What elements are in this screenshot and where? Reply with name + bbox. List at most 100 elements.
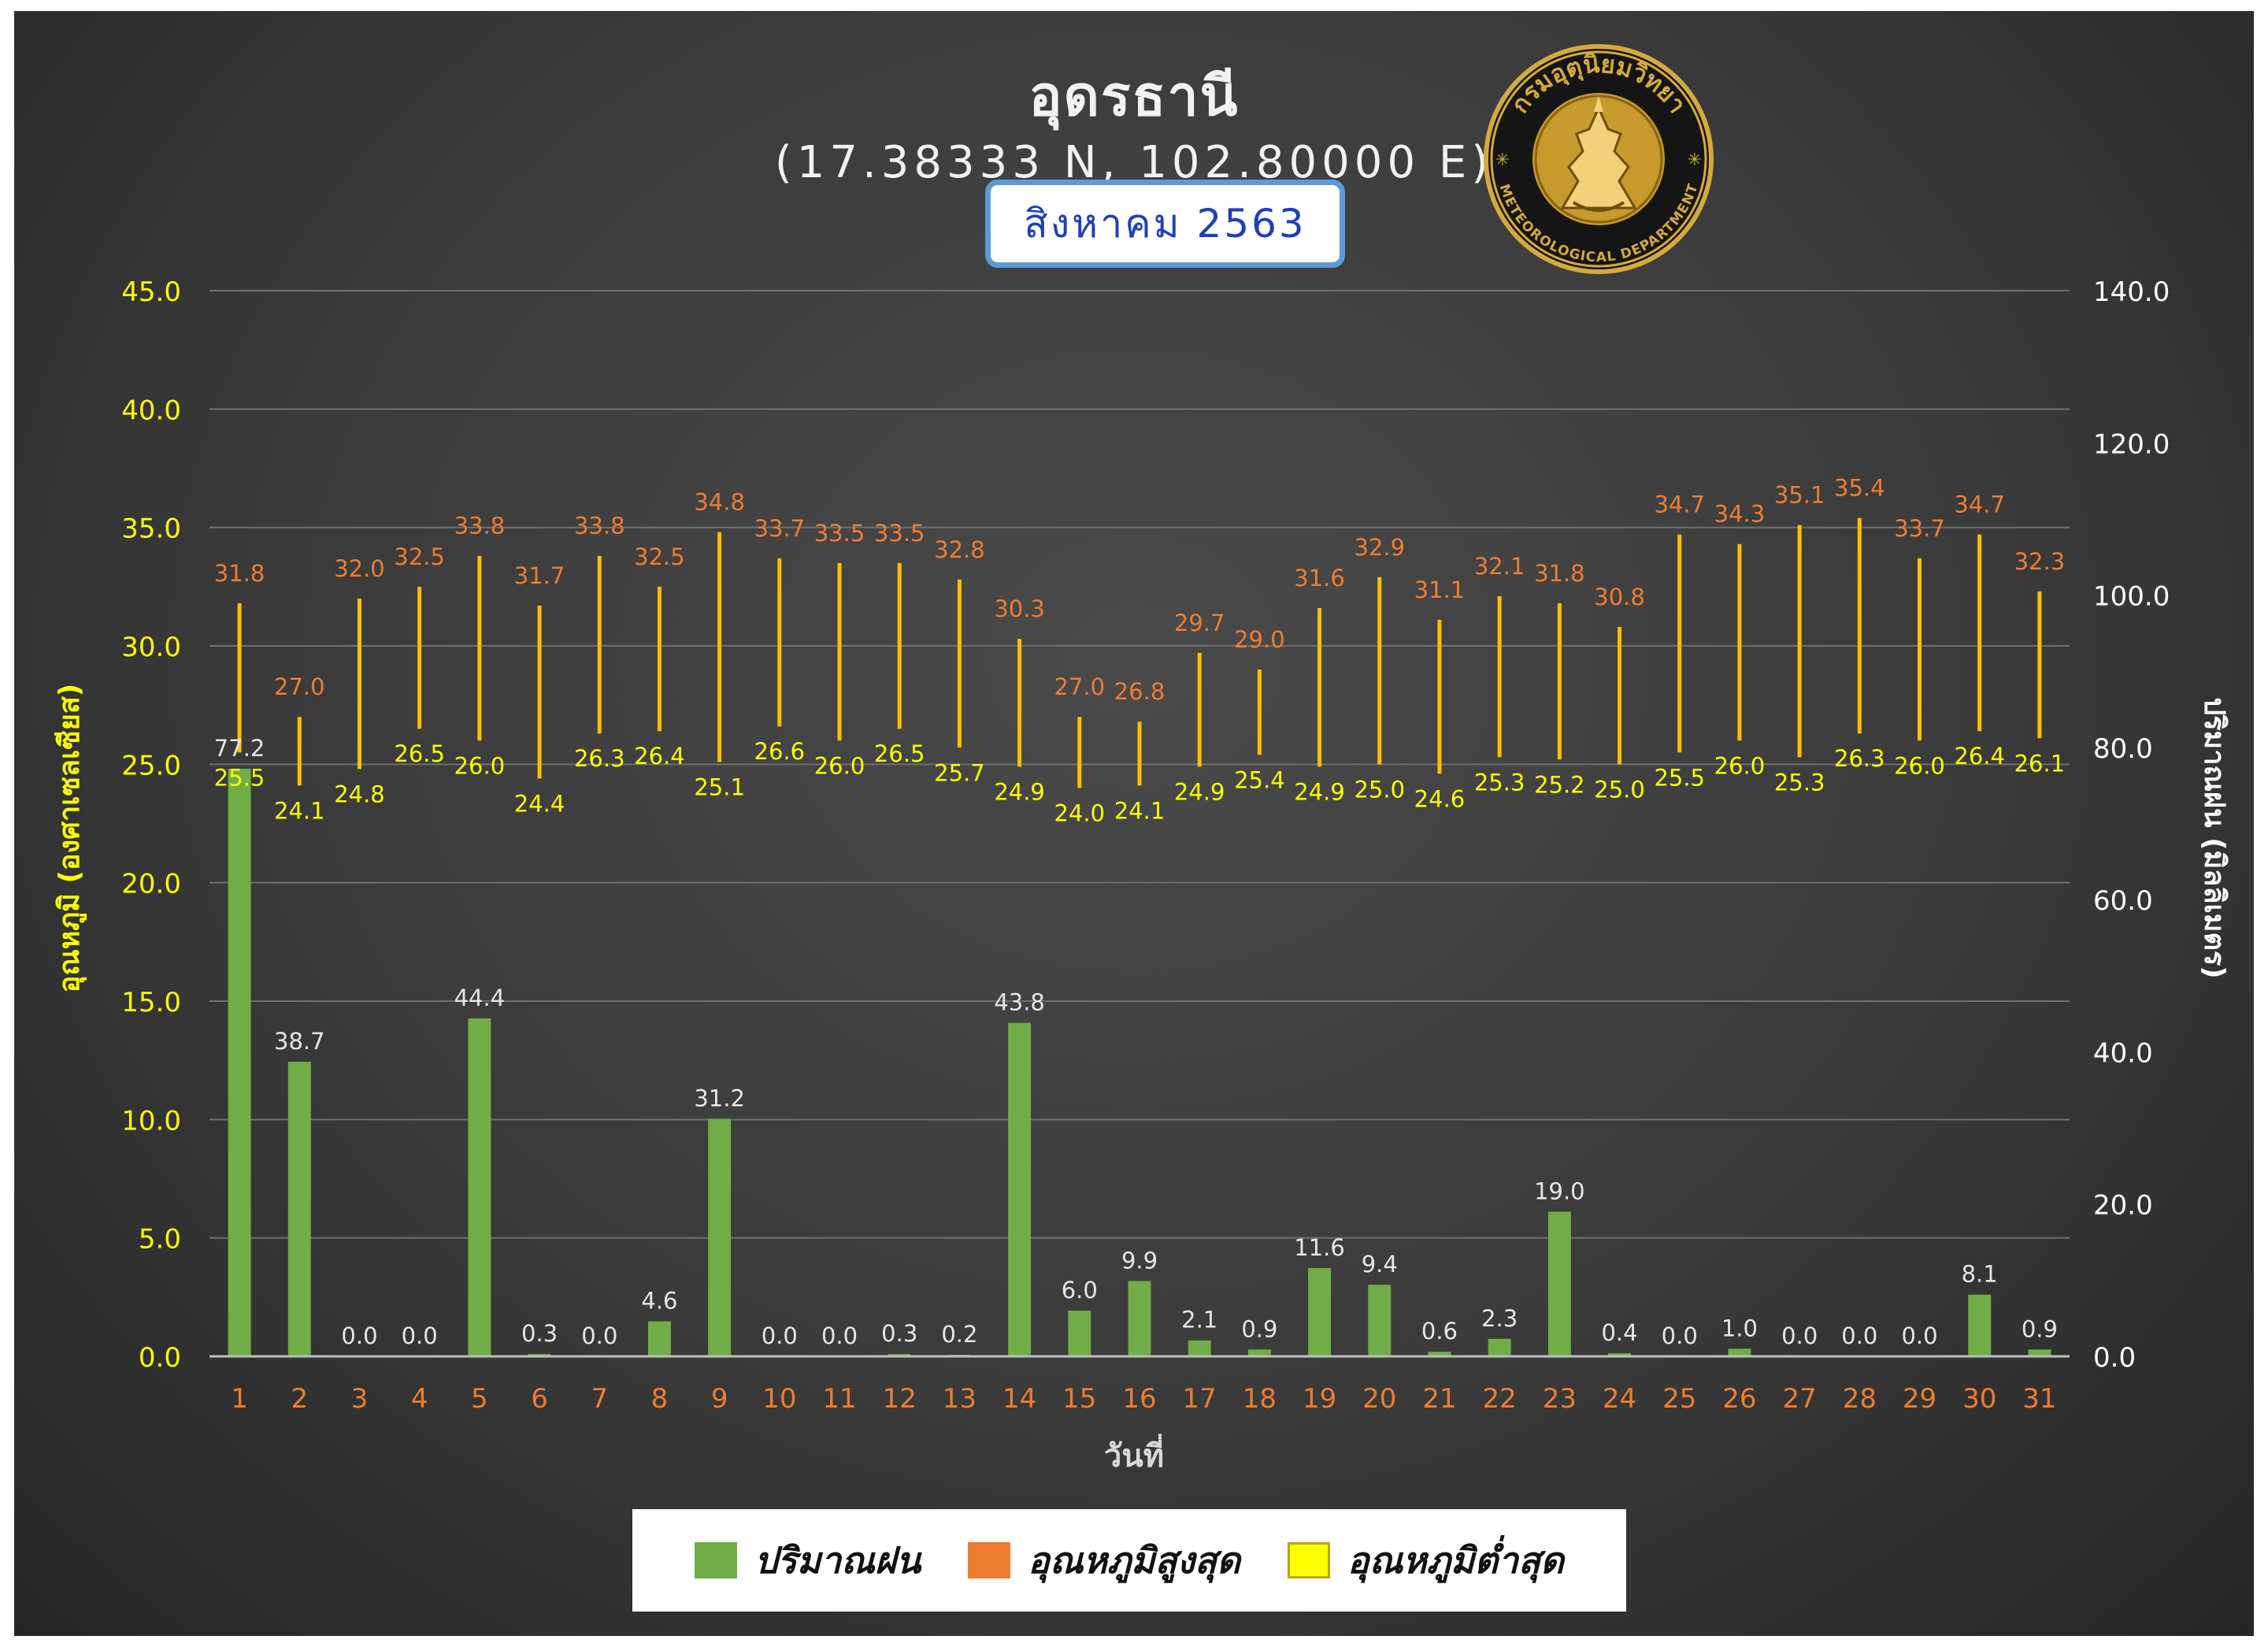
day-tick-label: 8 [651, 1383, 669, 1415]
rain-bar [1428, 1352, 1451, 1356]
day-tick-label: 26 [1722, 1383, 1756, 1415]
left-tick-label: 35.0 [121, 514, 181, 545]
tmax-value-label: 34.3 [1714, 501, 1766, 528]
tmin-value-label: 26.4 [634, 743, 685, 770]
tmin-value-label: 26.3 [1834, 745, 1885, 772]
day-tick-label: 13 [943, 1383, 976, 1415]
rain-value-label: 77.2 [214, 735, 265, 762]
tmax-value-label: 33.7 [754, 515, 806, 542]
right-tick-label: 40.0 [2093, 1037, 2153, 1069]
day-tick-label: 2 [291, 1383, 308, 1415]
svg-text:✳: ✳ [1495, 150, 1510, 170]
rain-value-label: 0.0 [821, 1322, 858, 1349]
rain-value-label: 0.0 [1662, 1322, 1698, 1349]
chart-frame: อุดรธานี (17.38333 N, 102.80000 E) สิงหา… [14, 11, 2254, 1636]
right-tick-label: 0.0 [2093, 1342, 2136, 1374]
right-tick-label: 140.0 [2093, 276, 2170, 308]
rain-value-label: 1.0 [1721, 1315, 1758, 1341]
tmax-value-label: 34.8 [694, 489, 745, 516]
day-tick-label: 7 [591, 1383, 608, 1415]
rain-bar [1068, 1311, 1091, 1356]
tmin-value-label: 26.4 [1954, 743, 2005, 770]
day-tick-label: 10 [762, 1383, 796, 1415]
tmin-value-label: 26.5 [394, 740, 445, 767]
rain-value-label: 0.9 [1241, 1315, 1277, 1342]
right-tick-label: 80.0 [2093, 733, 2153, 765]
day-tick-label: 15 [1062, 1383, 1096, 1415]
left-tick-label: 15.0 [121, 987, 181, 1018]
day-tick-label: 31 [2022, 1383, 2056, 1415]
day-tick-label: 30 [1962, 1383, 1996, 1415]
tmin-value-label: 26.1 [2014, 750, 2066, 777]
tmin-value-label: 24.9 [1174, 778, 1225, 805]
tmin-value-label: 26.5 [874, 740, 925, 767]
tmax-value-label: 35.4 [1834, 475, 1885, 502]
tmin-value-label: 25.0 [1354, 776, 1405, 803]
rain-value-label: 0.3 [521, 1320, 558, 1347]
rain-value-label: 38.7 [274, 1028, 325, 1055]
combo-chart: 0.05.010.015.020.025.030.035.040.045.0 0… [54, 276, 2230, 1475]
day-tick-label: 20 [1362, 1383, 1396, 1415]
rain-value-label: 0.3 [881, 1320, 917, 1347]
tmin-value-label: 24.8 [334, 781, 385, 807]
rain-bar [1188, 1340, 1211, 1356]
meteorological-department-logo: กรมอุตุนิยมวิทยา METEOROLOGICAL DEPARTME… [1484, 44, 1714, 274]
rain-value-label: 43.8 [994, 989, 1045, 1016]
tmax-value-label: 29.7 [1174, 610, 1225, 636]
tmax-value-label: 32.1 [1474, 553, 1525, 580]
left-tick-label: 25.0 [121, 750, 181, 781]
tmin-value-label: 24.6 [1414, 785, 1466, 812]
rain-bar [1728, 1348, 1751, 1356]
day-tick-label: 3 [351, 1383, 369, 1415]
rain-value-label: 11.6 [1294, 1234, 1345, 1261]
legend-label-tmin: อุณหภูมิต่ำสุด [1347, 1538, 1564, 1582]
tmin-value-label: 24.9 [994, 778, 1045, 805]
rain-bar [708, 1118, 732, 1356]
day-tick-label: 24 [1603, 1383, 1636, 1415]
tmax-value-label: 26.8 [1114, 678, 1166, 705]
legend-item-rain: ปริมาณฝน [695, 1532, 921, 1590]
tmin-value-label: 25.3 [1774, 769, 1825, 796]
day-tick-label: 1 [231, 1383, 248, 1415]
day-tick-label: 12 [883, 1383, 917, 1415]
right-tick-label: 100.0 [2093, 581, 2170, 613]
legend-label-tmax: อุณหภูมิสูงสุด [1028, 1538, 1240, 1582]
tmax-value-label: 33.5 [874, 520, 925, 547]
tmin-value-label: 26.3 [574, 745, 625, 772]
tmax-value-label: 31.1 [1414, 577, 1466, 603]
rain-value-label: 2.1 [1181, 1307, 1217, 1334]
svg-text:✳: ✳ [1688, 150, 1702, 170]
rain-bar [1128, 1281, 1151, 1356]
left-tick-label: 45.0 [121, 276, 181, 308]
rain-value-label: 0.0 [1841, 1322, 1877, 1349]
left-tick-label: 20.0 [121, 869, 181, 900]
day-tick-label: 16 [1122, 1383, 1156, 1415]
tmax-value-label: 33.8 [574, 513, 625, 540]
day-tick-label: 25 [1662, 1383, 1696, 1415]
tmin-value-label: 26.0 [454, 752, 506, 779]
rain-value-label: 9.4 [1362, 1251, 1398, 1278]
tmin-value-label: 24.1 [1114, 797, 1166, 824]
tmax-value-label: 30.8 [1594, 584, 1645, 610]
tmin-value-label: 25.3 [1474, 769, 1525, 796]
tmin-value-label: 25.0 [1594, 776, 1645, 803]
tmax-value-label: 31.7 [514, 562, 565, 589]
left-axis-title: อุณหภูมิ (องศาเซลเซียส) [54, 684, 87, 993]
rain-value-label: 44.4 [454, 985, 506, 1011]
tmax-value-label: 31.8 [1534, 560, 1585, 587]
tmax-value-label: 33.5 [814, 520, 865, 547]
rain-value-label: 0.0 [1901, 1322, 1937, 1349]
day-tick-label: 9 [711, 1383, 728, 1415]
day-tick-label: 28 [1843, 1383, 1877, 1415]
legend: ปริมาณฝน อุณหภูมิสูงสุด อุณหภูมิต่ำสุด [632, 1509, 1626, 1612]
rain-bar [1488, 1338, 1511, 1356]
right-axis-title: ปริมาณฝน (มิลลิเมตร) [2198, 697, 2230, 978]
period-label: สิงหาคม 2563 [1024, 200, 1306, 247]
x-axis-title: วันที่ [1104, 1434, 1164, 1475]
data-labels: 77.2 31.8 25.5 38.7 27.0 24.1 0.0 32.0 24.8 0.0 32… [214, 475, 2065, 1349]
tmin-value-label: 24.1 [274, 797, 325, 824]
rain-value-label: 0.6 [1421, 1318, 1458, 1345]
tmax-value-label: 32.0 [334, 555, 385, 582]
legend-swatch-tmax [968, 1542, 1011, 1578]
rain-value-label: 0.2 [941, 1321, 977, 1348]
